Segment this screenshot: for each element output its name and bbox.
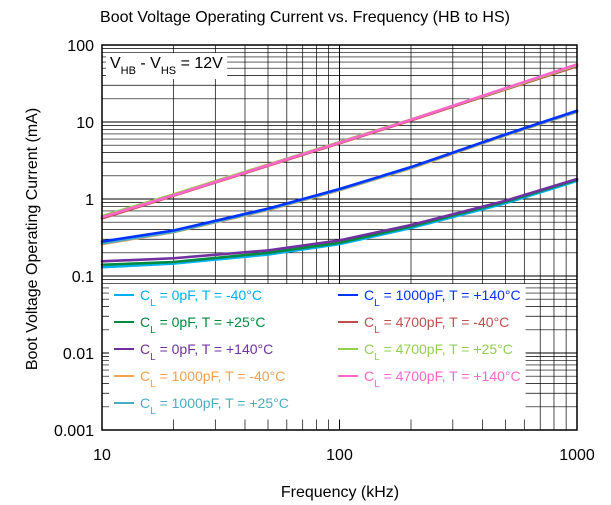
legend-label: CL = 1000pF, T = -40°C — [140, 368, 285, 390]
x-axis-label: Frequency (kHz) — [281, 484, 399, 501]
legend-label: CL = 4700pF, T = -40°C — [364, 314, 509, 336]
legend: CL = 0pF, T = -40°C CL = 0pF, T = +25°C CL… — [114, 287, 521, 417]
y-tick-label: 0.01 — [63, 346, 94, 363]
legend-label: CL = 1000pF, T = +25°C — [140, 395, 289, 417]
legend-label: CL = 4700pF, T = +140°C — [364, 368, 521, 390]
legend-label: CL = 0pF, T = -40°C — [140, 287, 262, 309]
legend-label: CL = 0pF, T = +140°C — [140, 341, 273, 363]
legend-background — [109, 284, 526, 420]
legend-label: CL = 0pF, T = +25°C — [140, 314, 265, 336]
series-line — [100, 109, 579, 243]
y-tick-label: 0.001 — [54, 423, 94, 440]
tick-labels: 10 100 1000 0.001 0.01 0.1 1 10 100 — [54, 38, 595, 464]
legend-label: CL = 1000pF, T = +140°C — [364, 287, 521, 309]
x-tick-label: 1000 — [559, 447, 595, 464]
chart-title: Boot Voltage Operating Current vs. Frequ… — [100, 9, 510, 26]
x-tick-label: 10 — [93, 447, 111, 464]
annotation-background — [106, 53, 228, 80]
series-line — [100, 63, 579, 219]
y-tick-label: 10 — [76, 115, 94, 132]
voltage-annotation: VHB - VHS = 12V — [110, 55, 223, 77]
y-tick-label: 100 — [67, 38, 94, 55]
series-layer — [100, 63, 579, 269]
y-tick-label: 1 — [85, 192, 94, 209]
y-tick-label: 0.1 — [72, 269, 94, 286]
y-axis-label: Boot Voltage Operating Current (mA) — [24, 108, 41, 370]
legend-label: CL = 4700pF, T = +25°C — [364, 341, 513, 363]
x-tick-label: 100 — [326, 447, 353, 464]
plot-frame — [101, 44, 578, 431]
series-line — [100, 177, 579, 263]
